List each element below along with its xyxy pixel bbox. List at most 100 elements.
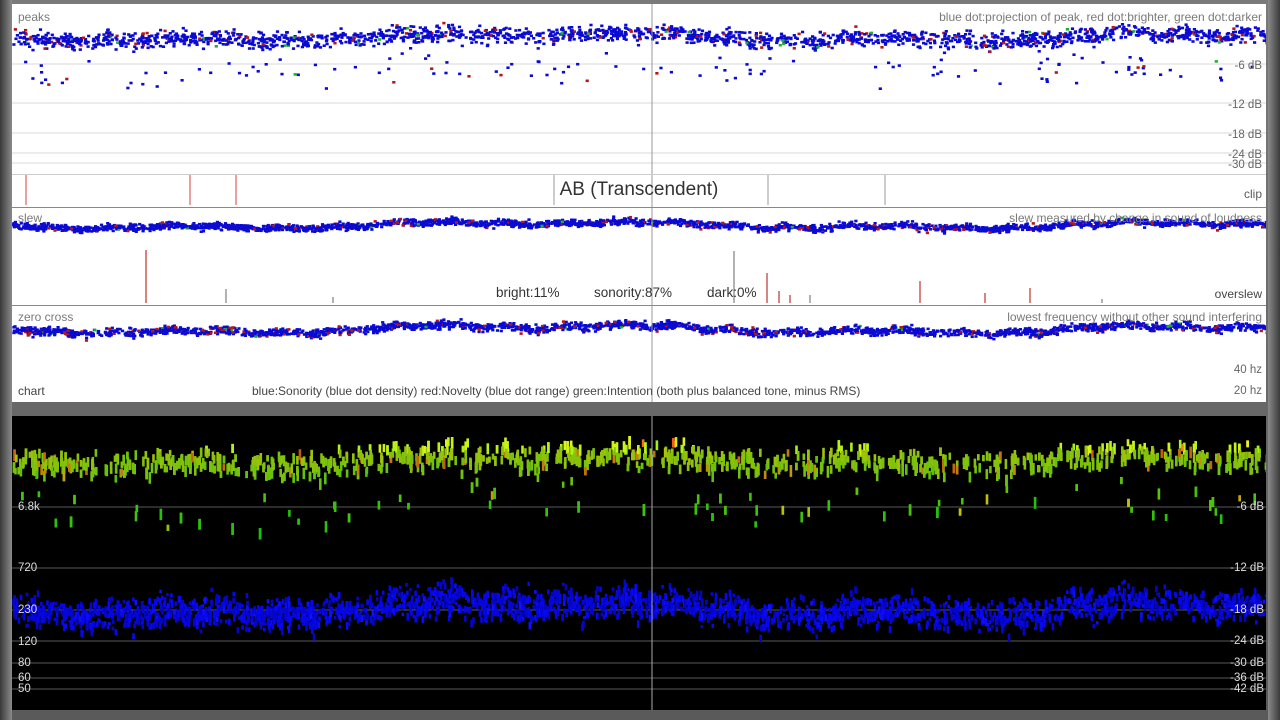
peaks-label: peaks (18, 10, 51, 24)
slew-dot (250, 226, 254, 230)
slew-dot (1019, 224, 1023, 228)
peak-dot (104, 38, 108, 41)
peak-dot (295, 37, 299, 41)
slew-dot (1218, 227, 1222, 230)
slew-dot (755, 225, 759, 228)
peak-dot (493, 26, 497, 30)
peak-dot (1191, 40, 1195, 43)
slew-dot (886, 226, 890, 230)
peak-dot (1240, 33, 1244, 37)
slew-dot (58, 225, 62, 228)
peak-dot (324, 39, 329, 43)
slew-dot (613, 221, 617, 224)
peak-dot (375, 35, 379, 39)
peak-dot (1120, 23, 1125, 26)
peak-dot (683, 30, 687, 33)
peak-dot (1127, 65, 1131, 69)
peak-dot (652, 33, 656, 37)
peak-dot (1070, 40, 1074, 43)
slew-dot (824, 225, 828, 228)
slew-dot (1112, 223, 1117, 226)
peak-dot (687, 30, 691, 34)
peak-dot (678, 30, 682, 33)
peak-dot (1136, 66, 1140, 69)
slew-dot (994, 230, 998, 233)
slew-dot (188, 225, 192, 228)
peak-dot (504, 32, 509, 35)
slew-dot (326, 223, 330, 227)
peak-dot (924, 42, 928, 46)
slew-dot (171, 222, 175, 226)
peak-dot (46, 31, 50, 35)
slew-dot (889, 227, 893, 230)
slew-dot (520, 223, 524, 227)
peak-dot (224, 30, 228, 33)
slew-dot (1014, 223, 1018, 227)
slew-dot (411, 222, 415, 226)
slew-dot (589, 221, 593, 224)
peak-dot (622, 37, 626, 40)
slew-dot (932, 227, 936, 231)
peak-dot (503, 41, 508, 44)
peak-dot (1138, 30, 1142, 33)
peak-dot (359, 32, 363, 35)
slew-dot (27, 226, 31, 229)
slew-dot (511, 220, 515, 223)
slew-dot (977, 226, 981, 229)
peak-dot (237, 43, 241, 46)
peak-dot (692, 41, 696, 44)
peak-dot (589, 23, 593, 27)
peak-dot (1065, 28, 1069, 31)
slew-legend: slew measured by change in sound of loud… (1009, 211, 1262, 225)
slew-dot (735, 220, 739, 224)
slew-dot (903, 221, 907, 225)
peak-dot (766, 42, 770, 45)
slew-dot (265, 224, 269, 228)
peak-dot (280, 33, 284, 37)
slew-dot (1161, 225, 1165, 229)
peak-dot (763, 38, 767, 42)
peak-dot (740, 31, 744, 34)
peak-dot (369, 32, 373, 36)
slew-dot (1126, 220, 1130, 223)
peak-dot (692, 28, 696, 32)
slew-dot (236, 226, 241, 230)
slew-dot (787, 227, 791, 230)
peak-dot (414, 41, 418, 44)
peak-dot (524, 42, 528, 45)
peak-dot (44, 78, 48, 81)
peak-dot (1185, 29, 1189, 32)
peak-dot (1250, 65, 1254, 69)
slew-dot (224, 223, 228, 227)
peak-dot (1259, 33, 1263, 37)
slew-dot (619, 220, 623, 224)
peak-dot (1076, 39, 1080, 42)
peak-dot (1072, 53, 1076, 56)
slew-dot (1108, 221, 1112, 225)
slew-dot (522, 225, 526, 228)
slew-dot (1006, 226, 1010, 230)
slew-dot (865, 224, 869, 227)
peak-dot (340, 36, 344, 39)
slew-dot (1072, 222, 1076, 225)
peak-dot (988, 44, 992, 48)
peak-dot (1068, 31, 1072, 34)
peak-dot (83, 38, 88, 41)
peak-dot (821, 33, 825, 37)
peak-dot (37, 38, 41, 42)
slew-dot (752, 226, 756, 230)
peak-dot (251, 36, 256, 39)
peak-dot (1176, 35, 1180, 38)
peak-dot (1041, 38, 1045, 41)
peak-dot (66, 45, 71, 48)
slew-dot (297, 229, 301, 232)
slew-dot (1180, 221, 1184, 224)
peak-dot (1240, 28, 1244, 32)
peak-dot (48, 37, 52, 40)
peak-dot (636, 43, 641, 47)
peak-dot (857, 33, 861, 36)
peak-dot (815, 43, 819, 47)
slew-dot (371, 224, 375, 227)
slew-dot (924, 228, 928, 231)
peak-dot (448, 27, 452, 30)
